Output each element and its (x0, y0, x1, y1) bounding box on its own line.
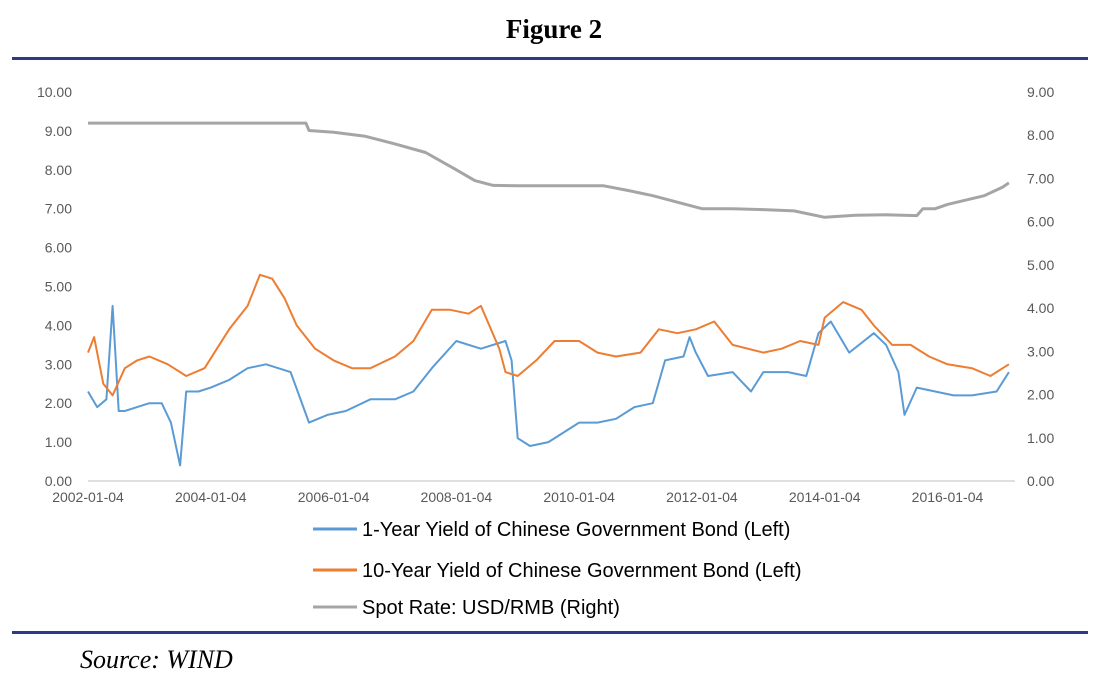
y-left-tick-label: 7.00 (45, 201, 72, 217)
y-right-tick-label: 9.00 (1027, 84, 1054, 100)
y-left-tick-label: 6.00 (45, 240, 72, 256)
y-left-tick-label: 5.00 (45, 279, 72, 295)
y-right-tick-label: 5.00 (1027, 257, 1054, 273)
y-left-tick-label: 8.00 (45, 162, 72, 178)
legend: 1-Year Yield of Chinese Government Bond … (313, 519, 802, 619)
y-right-tick-label: 7.00 (1027, 170, 1054, 186)
y-left-tick-label: 0.00 (45, 473, 72, 489)
series-line (87, 273, 1010, 397)
y-right-ticks: 0.00 1.00 2.00 3.00 4.00 5.00 6.00 7.00 8.00 9.00 (1027, 84, 1054, 489)
x-tick-label: 2016-01-04 (912, 489, 984, 505)
y-left-ticks: 0.00 1.00 2.00 3.00 4.00 5.00 6.00 7.00 8.00 9.00… (37, 84, 72, 489)
y-right-tick-label: 3.00 (1027, 343, 1054, 359)
y-right-tick-label: 1.00 (1027, 430, 1054, 446)
legend-label: 10-Year Yield of Chinese Government Bond… (362, 560, 802, 582)
y-left-tick-label: 3.00 (45, 356, 72, 372)
y-left-tick-label: 1.00 (45, 434, 72, 450)
x-tick-label: 2006-01-04 (298, 489, 370, 505)
y-right-tick-label: 0.00 (1027, 473, 1054, 489)
y-right-tick-label: 8.00 (1027, 127, 1054, 143)
x-tick-label: 2010-01-04 (543, 489, 615, 505)
top-rule (12, 57, 1088, 60)
x-tick-label: 2004-01-04 (175, 489, 247, 505)
y-left-tick-label: 2.00 (45, 395, 72, 411)
x-tick-label: 2012-01-04 (666, 489, 738, 505)
figure-title: Figure 2 (505, 14, 603, 44)
bottom-rule (12, 631, 1088, 634)
y-right-tick-label: 2.00 (1027, 387, 1054, 403)
legend-label: 1-Year Yield of Chinese Government Bond … (362, 519, 790, 541)
series-line (87, 304, 1010, 467)
y-right-tick-label: 4.00 (1027, 300, 1054, 316)
series-lines (87, 121, 1010, 467)
y-left-tick-label: 9.00 (45, 123, 72, 139)
y-right-tick-label: 6.00 (1027, 214, 1054, 230)
y-left-tick-label: 10.00 (37, 84, 72, 100)
series-line (88, 121, 1010, 219)
x-tick-label: 2014-01-04 (789, 489, 861, 505)
source-note: Source: WIND (80, 645, 233, 674)
x-tick-label: 2002-01-04 (52, 489, 124, 505)
legend-label: Spot Rate: USD/RMB (Right) (362, 597, 620, 619)
x-ticks: 2002-01-04 2004-01-04 2006-01-04 2008-01-04… (52, 489, 983, 505)
x-tick-label: 2008-01-04 (421, 489, 493, 505)
y-left-tick-label: 4.00 (45, 317, 72, 333)
